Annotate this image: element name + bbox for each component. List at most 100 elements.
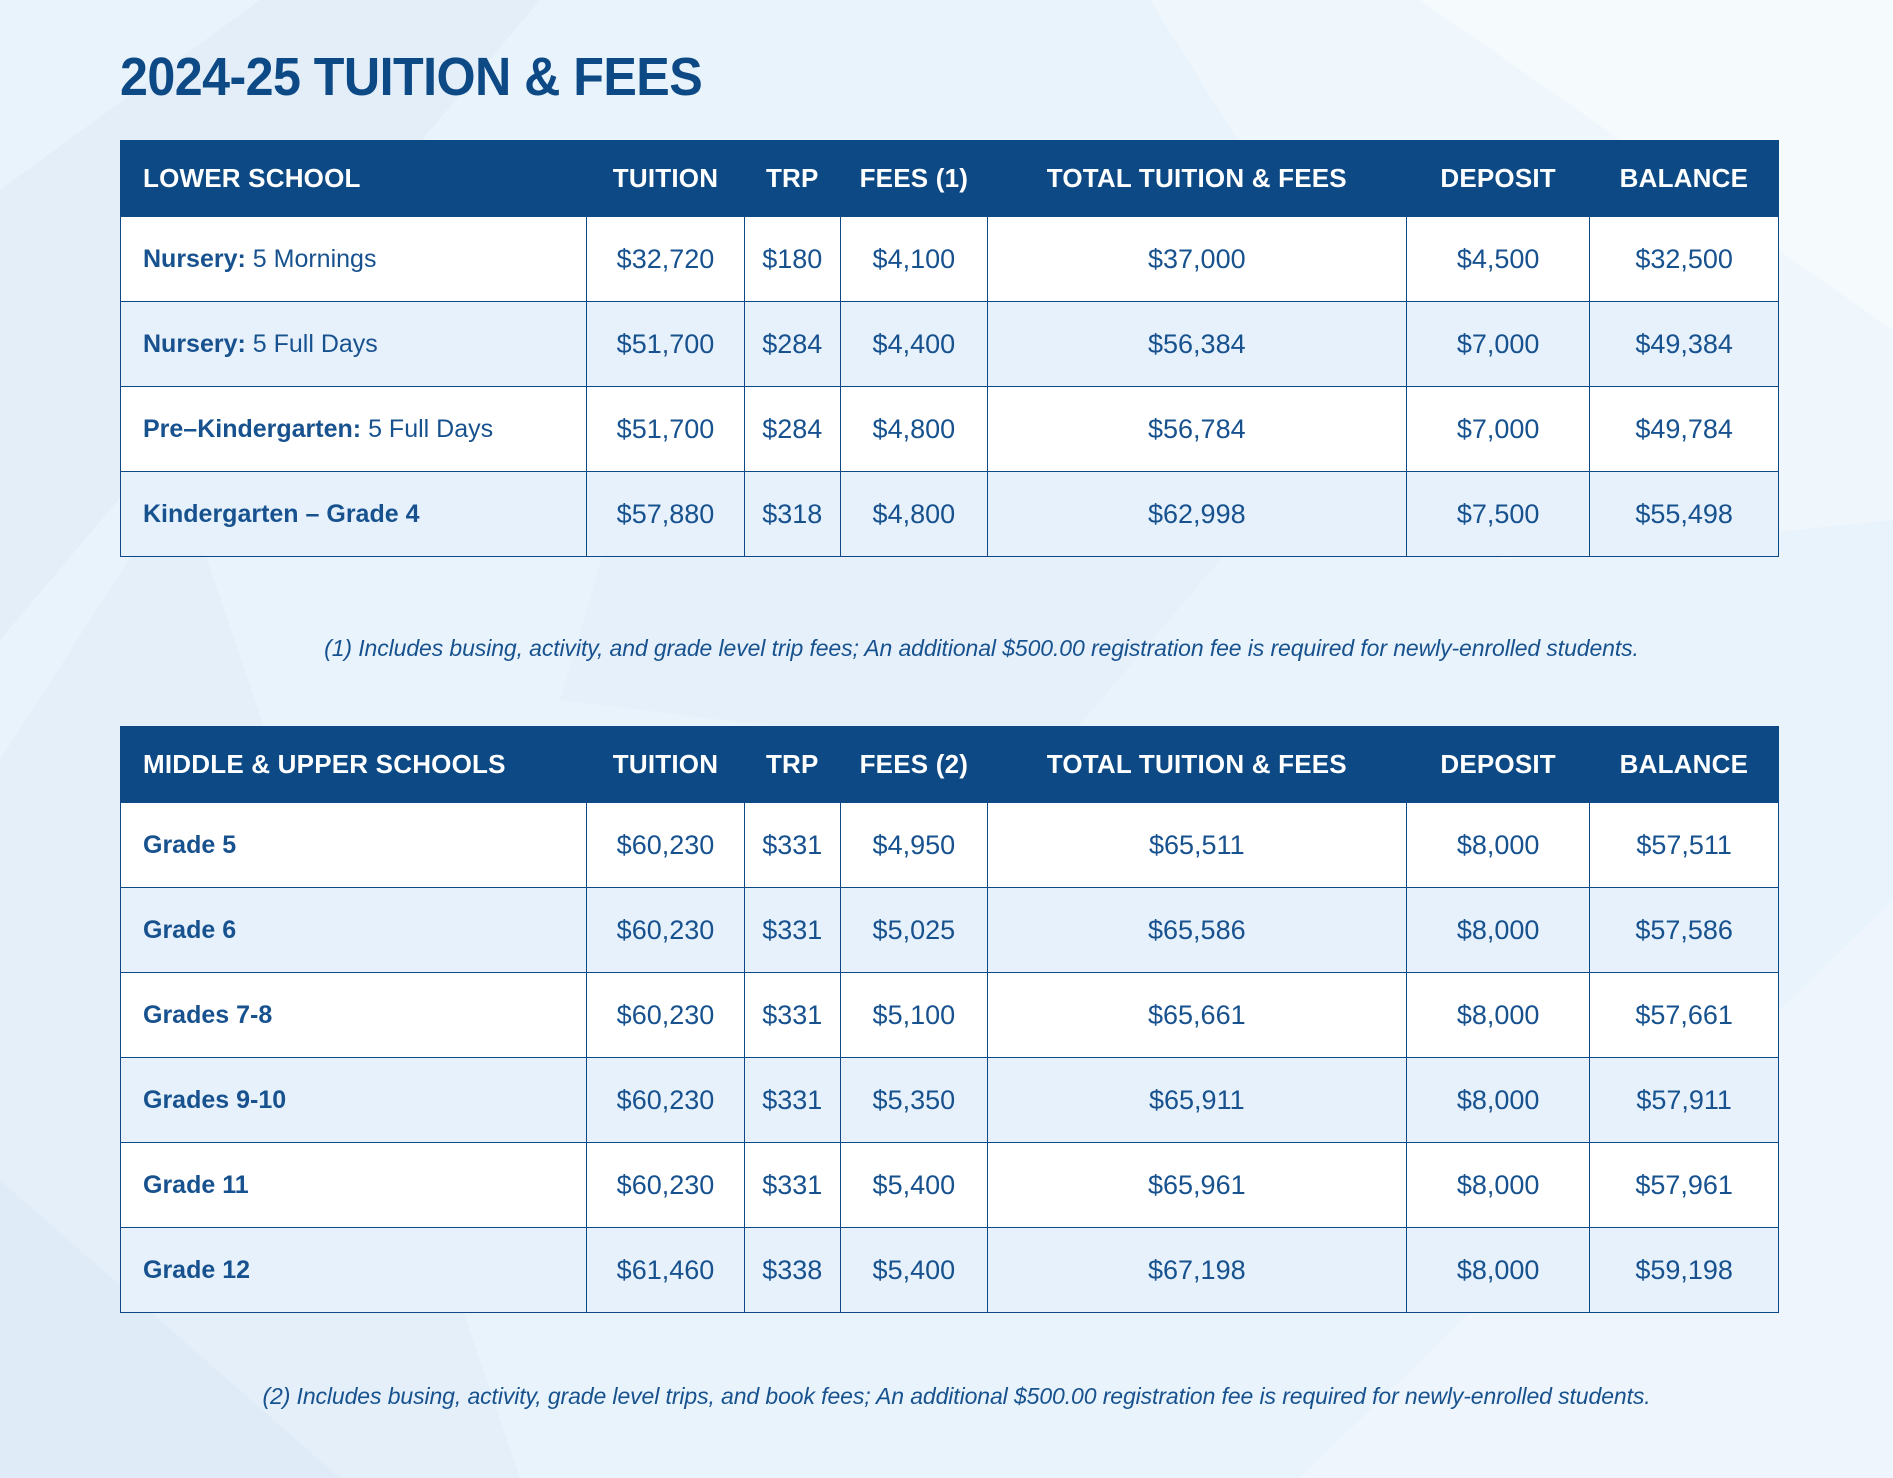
column-header-tuition: TUITION	[586, 726, 745, 803]
middle-upper-school-table: MIDDLE & UPPER SCHOOLS TUITION TRP FEES …	[119, 726, 1779, 1313]
cell-total: $65,911	[986, 1057, 1407, 1143]
column-header-deposit: DEPOSIT	[1406, 726, 1590, 803]
row-label-strong: Pre–Kindergarten:	[143, 414, 362, 443]
cell-balance: $57,661	[1589, 972, 1779, 1058]
column-header-fees: FEES (2)	[840, 726, 988, 803]
row-label: Grade 11	[119, 1142, 588, 1228]
cell-balance: $57,586	[1589, 887, 1779, 973]
cell-total: $65,511	[986, 802, 1407, 888]
row-label-strong: Kindergarten – Grade 4	[143, 499, 420, 528]
table-row: Grades 9-10 $60,230 $331 $5,350 $65,911 …	[119, 1057, 1779, 1143]
column-header-deposit: DEPOSIT	[1406, 140, 1590, 217]
cell-deposit: $4,500	[1405, 216, 1591, 302]
cell-trp: $318	[743, 471, 841, 557]
cell-trp: $331	[743, 802, 841, 888]
cell-total: $62,998	[986, 471, 1407, 557]
row-label-regular: 5 Full Days	[245, 329, 378, 358]
cell-fees: $4,800	[839, 386, 988, 472]
column-header-school: LOWER SCHOOL	[120, 140, 587, 217]
table-row: Grades 7-8 $60,230 $331 $5,100 $65,661 $…	[119, 972, 1779, 1058]
row-label: Grade 12	[119, 1227, 588, 1313]
cell-fees: $4,800	[839, 471, 988, 557]
lower-school-table: LOWER SCHOOL TUITION TRP FEES (1) TOTAL …	[119, 140, 1779, 557]
row-label-strong: Grade 12	[143, 1255, 251, 1284]
cell-tuition: $57,880	[586, 471, 745, 557]
row-label-strong: Grade 11	[143, 1170, 249, 1199]
cell-deposit: $8,000	[1405, 1227, 1591, 1313]
cell-tuition: $60,230	[586, 972, 745, 1058]
table-row: Pre–Kindergarten: 5 Full Days $51,700 $2…	[119, 386, 1779, 472]
cell-total: $37,000	[986, 216, 1407, 302]
cell-deposit: $7,000	[1405, 301, 1591, 387]
row-label: Grade 5	[119, 802, 588, 888]
table-row: Grade 12 $61,460 $338 $5,400 $67,198 $8,…	[119, 1227, 1779, 1313]
row-label-strong: Grades 7-8	[143, 1000, 273, 1029]
table-header-row: MIDDLE & UPPER SCHOOLS TUITION TRP FEES …	[120, 726, 1779, 803]
cell-trp: $331	[743, 1142, 841, 1228]
cell-fees: $5,350	[839, 1057, 988, 1143]
row-label-regular: 5 Mornings	[245, 244, 377, 273]
cell-balance: $57,511	[1589, 802, 1779, 888]
row-label: Nursery: 5 Mornings	[119, 216, 588, 302]
cell-balance: $32,500	[1589, 216, 1779, 302]
cell-trp: $331	[743, 1057, 841, 1143]
column-header-balance: BALANCE	[1589, 140, 1779, 217]
row-label-strong: Grade 6	[143, 915, 237, 944]
row-label: Kindergarten – Grade 4	[119, 471, 588, 557]
cell-fees: $5,400	[839, 1227, 988, 1313]
cell-trp: $338	[743, 1227, 841, 1313]
cell-fees: $4,100	[839, 216, 988, 302]
row-label: Grades 9-10	[119, 1057, 588, 1143]
row-label: Grades 7-8	[119, 972, 588, 1058]
column-header-trp: TRP	[744, 140, 841, 217]
cell-tuition: $51,700	[586, 386, 745, 472]
footnote-two: (2) Includes busing, activity, grade lev…	[262, 1383, 1651, 1409]
cell-tuition: $60,230	[586, 1142, 745, 1228]
cell-fees: $5,400	[839, 1142, 988, 1228]
table-row: Grade 6 $60,230 $331 $5,025 $65,586 $8,0…	[119, 887, 1779, 973]
cell-fees: $5,025	[839, 887, 988, 973]
middle-upper-school-table-body: Grade 5 $60,230 $331 $4,950 $65,511 $8,0…	[119, 802, 1779, 1313]
column-header-total: TOTAL TUITION & FEES	[987, 726, 1407, 803]
table-row: Kindergarten – Grade 4 $57,880 $318 $4,8…	[119, 471, 1779, 557]
cell-fees: $4,950	[839, 802, 988, 888]
cell-deposit: $8,000	[1405, 887, 1591, 973]
cell-deposit: $8,000	[1405, 972, 1591, 1058]
cell-tuition: $60,230	[586, 1057, 745, 1143]
cell-deposit: $8,000	[1405, 802, 1591, 888]
row-label-regular: 5 Full Days	[361, 414, 494, 443]
cell-tuition: $60,230	[586, 887, 745, 973]
cell-deposit: $7,500	[1405, 471, 1591, 557]
column-header-trp: TRP	[744, 726, 841, 803]
cell-total: $65,661	[986, 972, 1407, 1058]
cell-total: $56,384	[986, 301, 1407, 387]
row-label-strong: Nursery:	[143, 329, 246, 358]
column-header-fees: FEES (1)	[840, 140, 988, 217]
table-row: Grade 11 $60,230 $331 $5,400 $65,961 $8,…	[119, 1142, 1779, 1228]
lower-school-table-body: Nursery: 5 Mornings $32,720 $180 $4,100 …	[119, 216, 1779, 557]
table-header-row: LOWER SCHOOL TUITION TRP FEES (1) TOTAL …	[120, 140, 1779, 217]
cell-total: $65,586	[986, 887, 1407, 973]
cell-deposit: $8,000	[1405, 1142, 1591, 1228]
cell-total: $56,784	[986, 386, 1407, 472]
row-label: Pre–Kindergarten: 5 Full Days	[119, 386, 588, 472]
cell-trp: $180	[743, 216, 841, 302]
row-label-strong: Grade 5	[143, 830, 237, 859]
cell-balance: $57,911	[1589, 1057, 1779, 1143]
cell-total: $65,961	[986, 1142, 1407, 1228]
section-spacer	[120, 662, 1773, 726]
table-row: Nursery: 5 Mornings $32,720 $180 $4,100 …	[119, 216, 1779, 302]
footnote-one: (1) Includes busing, activity, and grade…	[324, 635, 1639, 661]
cell-trp: $284	[743, 301, 841, 387]
cell-balance: $59,198	[1589, 1227, 1779, 1313]
cell-trp: $331	[743, 972, 841, 1058]
cell-balance: $49,384	[1589, 301, 1779, 387]
cell-trp: $284	[743, 386, 841, 472]
cell-deposit: $7,000	[1405, 386, 1591, 472]
cell-tuition: $61,460	[586, 1227, 745, 1313]
page-title: 2024-25 TUITION & FEES	[120, 47, 703, 107]
cell-fees: $4,400	[839, 301, 988, 387]
cell-tuition: $60,230	[586, 802, 745, 888]
row-label: Grade 6	[119, 887, 588, 973]
